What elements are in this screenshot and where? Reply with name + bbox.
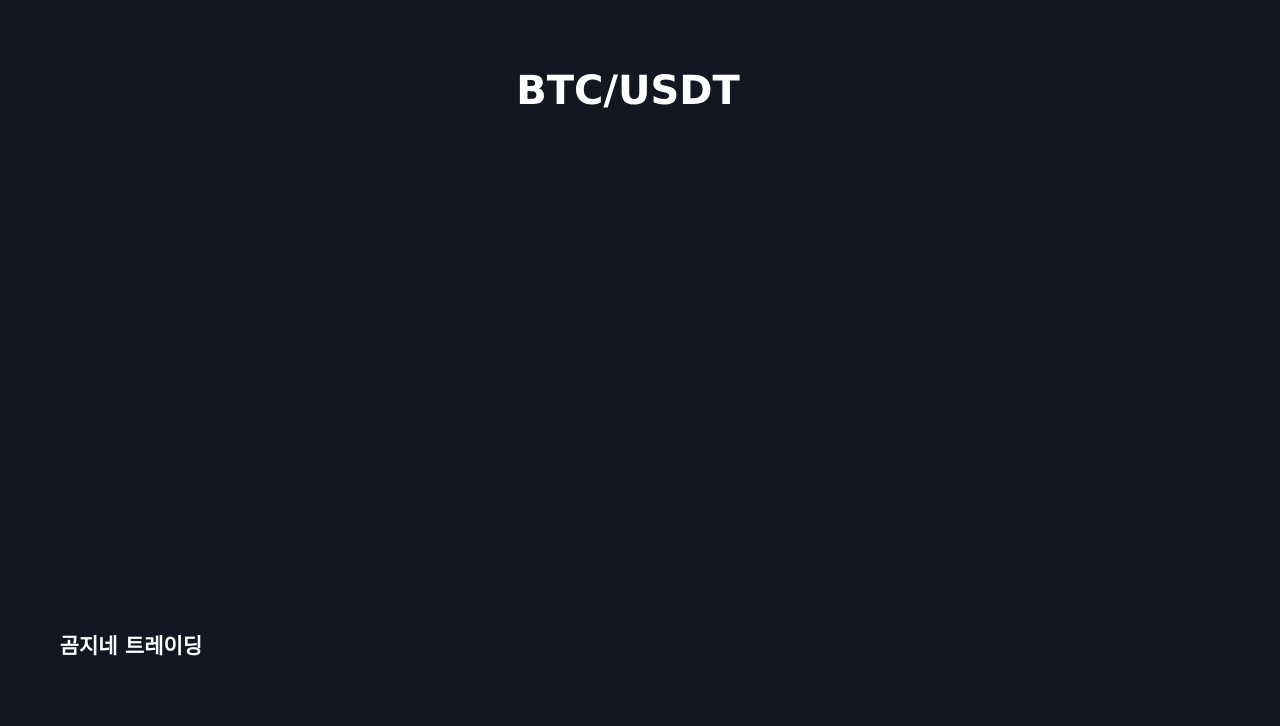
watermark: 곰지네 트레이딩: [60, 634, 203, 658]
chart-title: BTC/USDT: [516, 68, 740, 114]
